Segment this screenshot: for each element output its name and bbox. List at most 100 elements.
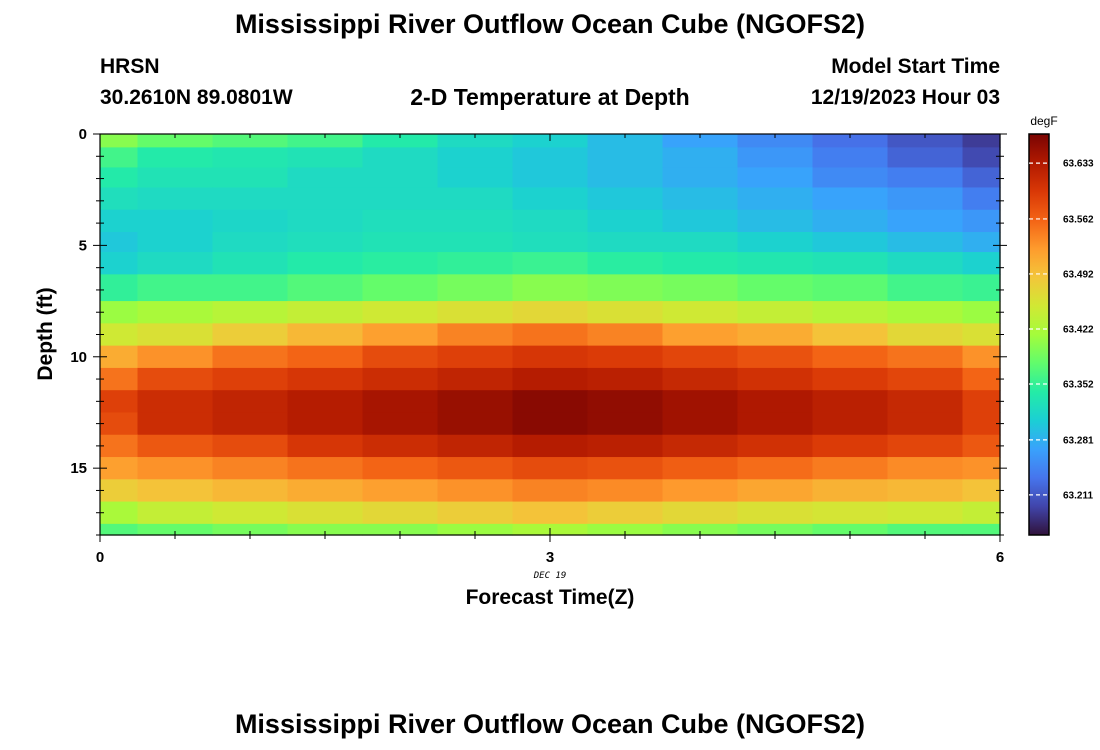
heatmap-cell bbox=[212, 147, 289, 169]
heatmap-cell bbox=[662, 390, 739, 414]
heatmap-cell bbox=[137, 367, 214, 391]
heatmap-cell bbox=[362, 523, 439, 536]
model-start-value: 12/19/2023 Hour 03 bbox=[810, 86, 1000, 109]
heatmap-cell bbox=[587, 501, 664, 525]
heatmap-cell bbox=[812, 209, 889, 233]
x-date-label: DEC 19 bbox=[533, 571, 567, 581]
heatmap-cell bbox=[512, 209, 589, 233]
heatmap-cell bbox=[662, 434, 739, 458]
heatmap-cell bbox=[287, 301, 364, 324]
heatmap-cell bbox=[287, 434, 364, 458]
heatmap-cell bbox=[587, 367, 664, 391]
heatmap-cell bbox=[587, 412, 664, 436]
heatmap-cell bbox=[437, 209, 514, 233]
heatmap-cell bbox=[100, 187, 139, 211]
heatmap-cell bbox=[287, 412, 364, 436]
heatmap-cell bbox=[437, 434, 514, 458]
heatmap-cell bbox=[287, 479, 364, 503]
heatmap-cell bbox=[437, 187, 514, 211]
heatmap-cell bbox=[100, 252, 139, 275]
heatmap-cell bbox=[737, 367, 814, 391]
heatmap-cell bbox=[587, 167, 664, 189]
heatmap-cell bbox=[287, 501, 364, 525]
heatmap-cell bbox=[962, 274, 1001, 302]
heatmap-cell bbox=[662, 209, 739, 233]
heatmap-cell bbox=[212, 209, 289, 233]
heatmap-cell bbox=[962, 434, 1001, 458]
heatmap-cell bbox=[887, 434, 964, 458]
colorbar-ticks: 63.633 63.562 63.492 63.422 63.352 63.281 63.2… bbox=[1029, 159, 1094, 501]
heatmap-cell bbox=[887, 274, 964, 302]
colorbar-tick-label: 63.492 bbox=[1063, 269, 1094, 280]
y-axis-title: Depth (ft) bbox=[34, 287, 57, 380]
heatmap-cell bbox=[512, 274, 589, 302]
heatmap-cell bbox=[137, 232, 214, 253]
heatmap-cell bbox=[212, 412, 289, 436]
heatmap-cell bbox=[212, 301, 289, 324]
heatmap-cell bbox=[137, 301, 214, 324]
heatmap-cell bbox=[287, 345, 364, 369]
heatmap-cell bbox=[962, 501, 1001, 525]
heatmap-cell bbox=[587, 187, 664, 211]
heatmap-cell bbox=[137, 434, 214, 458]
heatmap-cell bbox=[137, 167, 214, 189]
heatmap-cell bbox=[287, 367, 364, 391]
heatmap-cell bbox=[437, 274, 514, 302]
heatmap-cell bbox=[737, 412, 814, 436]
heatmap-cell bbox=[812, 147, 889, 169]
heatmap-cell bbox=[812, 523, 889, 536]
heatmap-cell bbox=[100, 134, 139, 148]
heatmap-cell bbox=[100, 167, 139, 189]
heatmap-cell bbox=[812, 232, 889, 253]
heatmap-cell bbox=[962, 209, 1001, 233]
heatmap-cell bbox=[287, 147, 364, 169]
heatmap-cell bbox=[512, 345, 589, 369]
footer-title: Mississippi River Outflow Ocean Cube (NG… bbox=[234, 709, 866, 739]
heatmap-cell bbox=[812, 301, 889, 324]
heatmap-cell bbox=[962, 390, 1001, 414]
heatmap-cell bbox=[362, 501, 439, 525]
heatmap-cell bbox=[287, 252, 364, 275]
heatmap-cell bbox=[100, 434, 139, 458]
heatmap-cell bbox=[887, 147, 964, 169]
heatmap-cell bbox=[100, 345, 139, 369]
heatmap-cell bbox=[512, 457, 589, 480]
heatmap-cell bbox=[737, 187, 814, 211]
heatmap-cell bbox=[137, 187, 214, 211]
heatmap-cell bbox=[962, 457, 1001, 480]
heatmap-cell bbox=[437, 147, 514, 169]
heatmap-cell bbox=[587, 523, 664, 536]
heatmap-cell bbox=[512, 501, 589, 525]
heatmap-cell bbox=[287, 274, 364, 302]
heatmap-cell bbox=[437, 345, 514, 369]
heatmap-cell bbox=[212, 523, 289, 536]
heatmap-cell bbox=[812, 252, 889, 275]
heatmap-cell bbox=[887, 167, 964, 189]
heatmap-cell bbox=[437, 523, 514, 536]
heatmap-cell bbox=[100, 501, 139, 525]
heatmap-cell bbox=[887, 232, 964, 253]
heatmap-cell bbox=[737, 345, 814, 369]
heatmap-cell bbox=[737, 434, 814, 458]
heatmap-cell bbox=[100, 412, 139, 436]
heatmap-cell bbox=[362, 147, 439, 169]
heatmap-cell bbox=[437, 501, 514, 525]
heatmap-cell bbox=[362, 209, 439, 233]
heatmap-cell bbox=[137, 209, 214, 233]
heatmap-cell bbox=[737, 457, 814, 480]
heatmap-cell bbox=[887, 323, 964, 347]
heatmap-cell bbox=[737, 390, 814, 414]
heatmap-cell bbox=[662, 134, 739, 148]
heatmap-cell bbox=[437, 252, 514, 275]
heatmap-cell bbox=[100, 367, 139, 391]
heatmap-cell bbox=[887, 134, 964, 148]
heatmap-cell bbox=[812, 187, 889, 211]
chart-title: 2-D Temperature at Depth bbox=[410, 84, 690, 110]
heatmap-cell bbox=[962, 134, 1001, 148]
heatmap-cell bbox=[962, 147, 1001, 169]
heatmap-cell bbox=[362, 479, 439, 503]
heatmap-cell bbox=[587, 147, 664, 169]
heatmap-cell bbox=[212, 457, 289, 480]
heatmap-cell bbox=[437, 301, 514, 324]
